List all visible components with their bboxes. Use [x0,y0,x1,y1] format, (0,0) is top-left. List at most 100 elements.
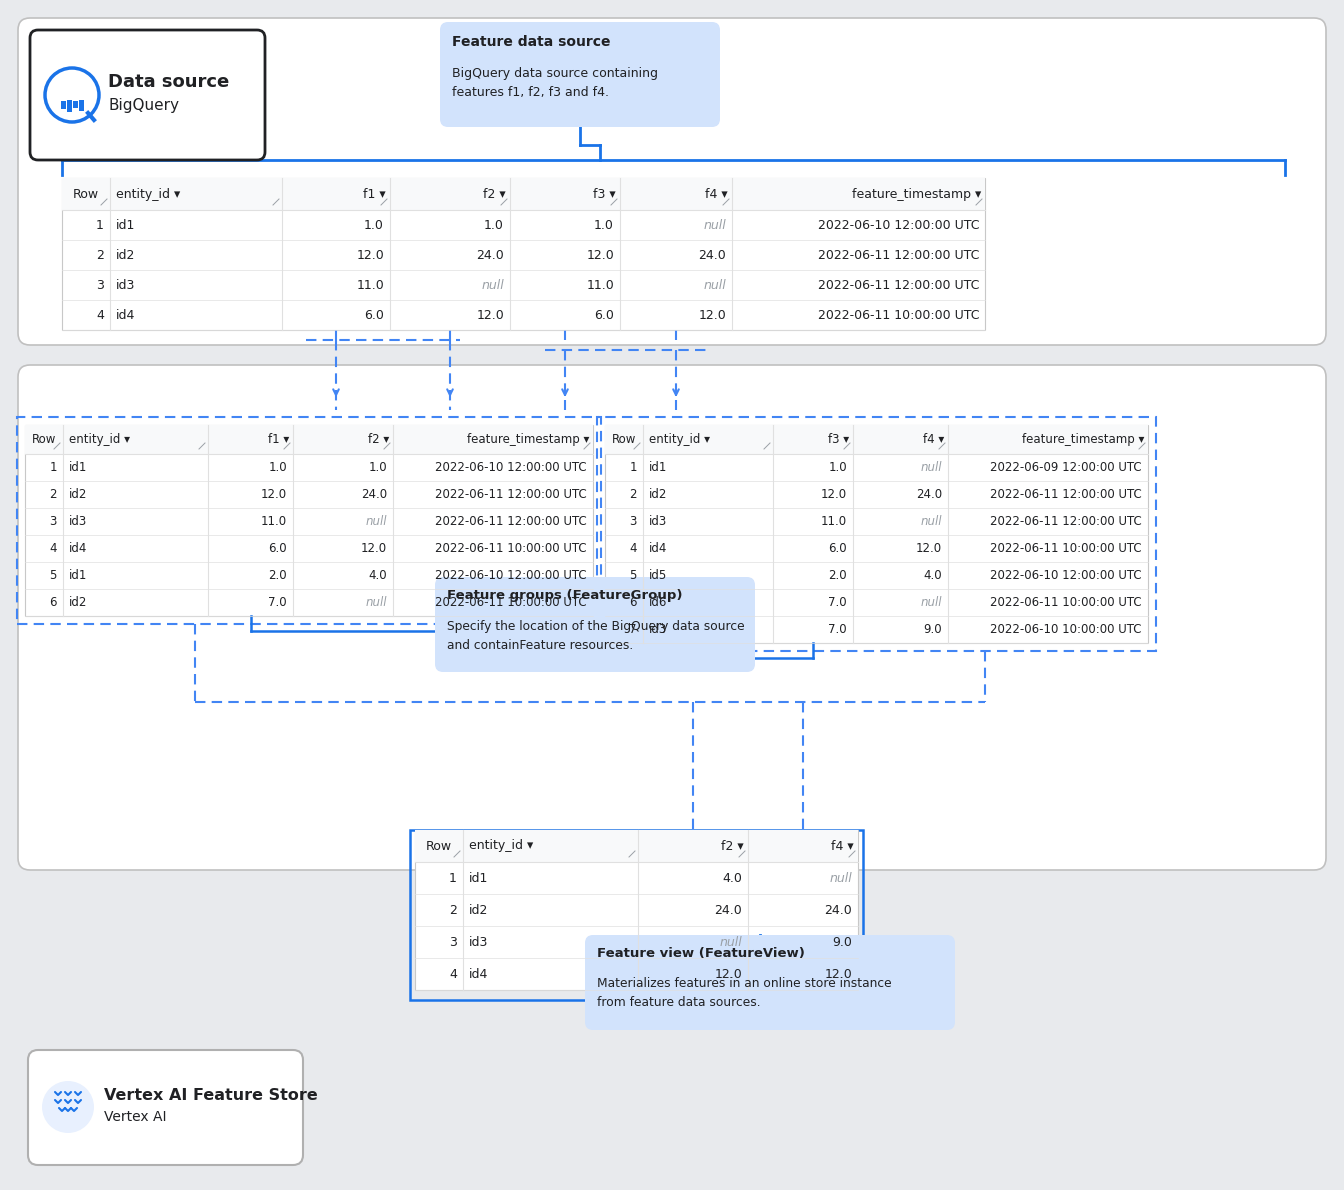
Text: 7.0: 7.0 [828,624,847,635]
Text: 24.0: 24.0 [824,903,852,916]
Text: 4: 4 [629,541,637,555]
Text: id1: id1 [69,569,87,582]
Text: Vertex AI Feature Store: Vertex AI Feature Store [103,1088,317,1102]
Bar [605,425,1148,455]
Text: Feature view (FeatureView): Feature view (FeatureView) [597,946,805,959]
Text: 1: 1 [50,461,56,474]
Text: 2: 2 [50,488,56,501]
Text: 2022-06-11 10:00:00 UTC: 2022-06-11 10:00:00 UTC [991,596,1142,609]
Text: 3: 3 [50,515,56,528]
Text: 2.0: 2.0 [828,569,847,582]
Text: id4: id4 [469,967,488,981]
FancyBboxPatch shape [585,935,956,1031]
Text: 4.0: 4.0 [368,569,387,582]
Text: null: null [719,935,742,948]
Text: id3: id3 [116,278,136,292]
Bar [60,101,66,109]
Text: 6.0: 6.0 [269,541,288,555]
Text: null: null [703,219,726,232]
Text: 4: 4 [97,308,103,321]
Bar [62,178,985,209]
Text: feature_timestamp ▾: feature_timestamp ▾ [466,433,589,446]
Text: 12.0: 12.0 [356,249,384,262]
Text: null: null [829,871,852,884]
Bar [78,100,83,111]
Text: Row: Row [612,433,636,446]
Bar [597,416,1156,651]
FancyBboxPatch shape [28,1050,302,1165]
Bar [415,829,857,862]
Text: BigQuery: BigQuery [108,98,179,113]
Text: id2: id2 [469,903,488,916]
Text: null: null [366,515,387,528]
Bar [62,178,985,330]
Text: id3: id3 [649,515,667,528]
Text: 2022-06-11 12:00:00 UTC: 2022-06-11 12:00:00 UTC [435,488,587,501]
Text: id6: id6 [649,596,668,609]
Text: f1 ▾: f1 ▾ [267,433,289,446]
Text: null: null [921,515,942,528]
Text: 12.0: 12.0 [261,488,288,501]
FancyBboxPatch shape [17,365,1327,870]
Text: f2 ▾: f2 ▾ [368,433,388,446]
Text: id1: id1 [469,871,488,884]
Text: id3: id3 [69,515,87,528]
Text: 1.0: 1.0 [594,219,614,232]
Text: 12.0: 12.0 [915,541,942,555]
Bar [73,101,78,107]
Text: 1: 1 [97,219,103,232]
Text: 2: 2 [629,488,637,501]
Text: 2: 2 [97,249,103,262]
Bar [66,100,71,112]
Text: f2 ▾: f2 ▾ [722,839,745,852]
Text: 6.0: 6.0 [828,541,847,555]
Text: 11.0: 11.0 [356,278,384,292]
Text: 12.0: 12.0 [362,541,387,555]
FancyBboxPatch shape [439,21,720,127]
Text: Vertex AI: Vertex AI [103,1110,167,1125]
Text: Row: Row [73,188,99,200]
Text: null: null [481,278,504,292]
Text: Specify the location of the BigQuery data source
and containFeature resources.: Specify the location of the BigQuery dat… [448,620,745,651]
Text: f2 ▾: f2 ▾ [484,188,505,200]
Text: 24.0: 24.0 [476,249,504,262]
Text: 2022-06-11 10:00:00 UTC: 2022-06-11 10:00:00 UTC [817,308,978,321]
Text: id2: id2 [116,249,136,262]
Text: 7.0: 7.0 [269,596,288,609]
Text: 7: 7 [629,624,637,635]
Text: 3: 3 [629,515,637,528]
Text: 12.0: 12.0 [714,967,742,981]
Text: 2022-06-11 10:00:00 UTC: 2022-06-11 10:00:00 UTC [991,541,1142,555]
Text: null: null [921,461,942,474]
Circle shape [42,1081,94,1133]
Text: null: null [921,596,942,609]
Text: 4: 4 [449,967,457,981]
Text: 24.0: 24.0 [714,903,742,916]
Text: 12.0: 12.0 [586,249,614,262]
Text: 2022-06-11 10:00:00 UTC: 2022-06-11 10:00:00 UTC [435,596,587,609]
Bar [17,416,601,624]
Text: 2022-06-11 12:00:00 UTC: 2022-06-11 12:00:00 UTC [817,278,978,292]
Text: 2022-06-11 12:00:00 UTC: 2022-06-11 12:00:00 UTC [991,488,1142,501]
Text: 1.0: 1.0 [828,461,847,474]
Text: 9.0: 9.0 [832,935,852,948]
Circle shape [44,68,99,123]
Text: 2022-06-10 12:00:00 UTC: 2022-06-10 12:00:00 UTC [435,569,587,582]
Text: 2022-06-10 12:00:00 UTC: 2022-06-10 12:00:00 UTC [435,461,587,474]
Text: 5: 5 [50,569,56,582]
Text: Data source: Data source [108,73,230,90]
Text: 2022-06-10 12:00:00 UTC: 2022-06-10 12:00:00 UTC [817,219,978,232]
Text: 3: 3 [449,935,457,948]
Text: f4 ▾: f4 ▾ [923,433,943,446]
Text: id5: id5 [649,569,667,582]
FancyBboxPatch shape [435,577,755,672]
Text: 12.0: 12.0 [821,488,847,501]
Text: 6: 6 [50,596,56,609]
Text: entity_id ▾: entity_id ▾ [469,839,534,852]
Text: 1: 1 [629,461,637,474]
Text: id4: id4 [116,308,136,321]
Text: Materializes features in an online store instance
from feature data sources.: Materializes features in an online store… [597,977,891,1008]
Bar [410,829,863,1000]
Text: entity_id ▾: entity_id ▾ [69,433,130,446]
Text: f1 ▾: f1 ▾ [363,188,386,200]
